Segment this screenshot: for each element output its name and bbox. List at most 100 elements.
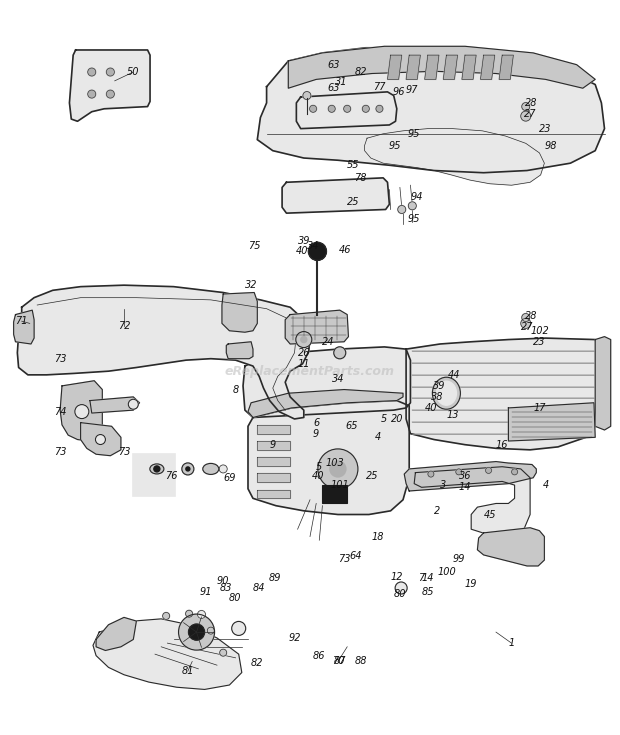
Polygon shape bbox=[257, 473, 290, 482]
Polygon shape bbox=[288, 46, 595, 88]
Text: 63: 63 bbox=[327, 83, 340, 93]
Text: 97: 97 bbox=[406, 85, 419, 95]
Circle shape bbox=[318, 449, 358, 489]
Text: 82: 82 bbox=[355, 67, 367, 77]
Circle shape bbox=[376, 105, 383, 112]
Text: 73: 73 bbox=[54, 354, 66, 364]
Polygon shape bbox=[425, 55, 439, 79]
Circle shape bbox=[179, 614, 215, 650]
Polygon shape bbox=[226, 342, 253, 359]
Text: 34: 34 bbox=[307, 241, 319, 251]
Circle shape bbox=[456, 469, 462, 475]
Circle shape bbox=[308, 243, 327, 260]
Text: 11: 11 bbox=[298, 359, 310, 369]
Text: 40: 40 bbox=[425, 403, 437, 413]
Circle shape bbox=[107, 68, 114, 76]
Text: 17: 17 bbox=[533, 403, 546, 413]
Circle shape bbox=[428, 471, 434, 477]
Text: 69: 69 bbox=[223, 473, 236, 483]
Polygon shape bbox=[477, 528, 544, 566]
Polygon shape bbox=[595, 337, 611, 430]
Polygon shape bbox=[499, 55, 513, 79]
Polygon shape bbox=[404, 462, 536, 491]
Text: 95: 95 bbox=[389, 140, 401, 151]
Circle shape bbox=[521, 318, 531, 329]
Text: 5: 5 bbox=[381, 414, 388, 424]
Circle shape bbox=[232, 621, 246, 636]
Text: 96: 96 bbox=[393, 87, 405, 97]
Text: 76: 76 bbox=[165, 471, 177, 481]
Text: 50: 50 bbox=[127, 67, 140, 77]
Circle shape bbox=[522, 103, 529, 110]
Circle shape bbox=[398, 206, 405, 213]
Text: 1: 1 bbox=[508, 638, 515, 648]
Polygon shape bbox=[81, 423, 121, 456]
Text: 75: 75 bbox=[249, 241, 261, 251]
Text: 13: 13 bbox=[446, 410, 459, 420]
Ellipse shape bbox=[150, 464, 164, 474]
Text: 83: 83 bbox=[220, 583, 232, 593]
Text: 71: 71 bbox=[16, 316, 28, 326]
Circle shape bbox=[107, 90, 114, 98]
Circle shape bbox=[219, 649, 227, 656]
Text: 20: 20 bbox=[391, 414, 403, 424]
Text: 85: 85 bbox=[422, 587, 435, 597]
Circle shape bbox=[95, 434, 105, 445]
Polygon shape bbox=[257, 457, 290, 466]
Circle shape bbox=[162, 612, 170, 620]
Text: 80: 80 bbox=[229, 593, 241, 603]
Circle shape bbox=[522, 314, 529, 321]
Polygon shape bbox=[90, 397, 140, 413]
Text: 103: 103 bbox=[326, 458, 344, 468]
Text: 82: 82 bbox=[251, 658, 264, 668]
Text: 32: 32 bbox=[245, 280, 257, 290]
Text: 89: 89 bbox=[268, 573, 281, 583]
Text: 91: 91 bbox=[200, 587, 212, 597]
Circle shape bbox=[409, 202, 416, 209]
Text: 70: 70 bbox=[332, 656, 344, 667]
Text: 94: 94 bbox=[410, 192, 423, 202]
Text: 102: 102 bbox=[530, 326, 549, 336]
Polygon shape bbox=[508, 403, 595, 441]
Text: 14: 14 bbox=[422, 573, 434, 583]
Circle shape bbox=[485, 467, 492, 473]
Text: 4: 4 bbox=[375, 432, 381, 442]
Circle shape bbox=[128, 399, 138, 409]
Text: 18: 18 bbox=[372, 531, 384, 542]
Text: 46: 46 bbox=[339, 245, 351, 255]
Text: 65: 65 bbox=[345, 421, 358, 431]
Circle shape bbox=[186, 467, 190, 471]
Text: 14: 14 bbox=[459, 482, 471, 492]
Circle shape bbox=[219, 465, 227, 473]
Text: 40: 40 bbox=[296, 246, 309, 257]
Circle shape bbox=[207, 627, 215, 634]
Circle shape bbox=[154, 466, 160, 472]
Circle shape bbox=[334, 347, 346, 359]
Text: 55: 55 bbox=[347, 160, 360, 171]
Text: 26: 26 bbox=[298, 348, 310, 358]
Polygon shape bbox=[60, 381, 102, 441]
Text: 77: 77 bbox=[373, 82, 386, 92]
Text: 28: 28 bbox=[525, 311, 538, 321]
Polygon shape bbox=[96, 617, 136, 650]
Text: eReplacementParts.com: eReplacementParts.com bbox=[225, 365, 395, 378]
Polygon shape bbox=[14, 310, 34, 344]
Circle shape bbox=[362, 105, 370, 112]
Text: 25: 25 bbox=[347, 197, 360, 207]
Polygon shape bbox=[406, 338, 598, 450]
Polygon shape bbox=[406, 55, 420, 79]
Text: 24: 24 bbox=[322, 337, 335, 347]
Text: 64: 64 bbox=[349, 551, 361, 561]
Circle shape bbox=[296, 331, 312, 348]
Ellipse shape bbox=[436, 381, 456, 405]
Text: 80: 80 bbox=[394, 589, 406, 599]
Text: 39: 39 bbox=[433, 381, 445, 391]
Text: 98: 98 bbox=[544, 140, 557, 151]
Text: 100: 100 bbox=[437, 567, 456, 577]
Text: 23: 23 bbox=[539, 123, 552, 134]
Text: 73: 73 bbox=[118, 447, 130, 457]
Text: 72: 72 bbox=[118, 320, 130, 331]
Polygon shape bbox=[443, 55, 458, 79]
Polygon shape bbox=[257, 425, 290, 434]
Text: 27: 27 bbox=[521, 322, 533, 332]
